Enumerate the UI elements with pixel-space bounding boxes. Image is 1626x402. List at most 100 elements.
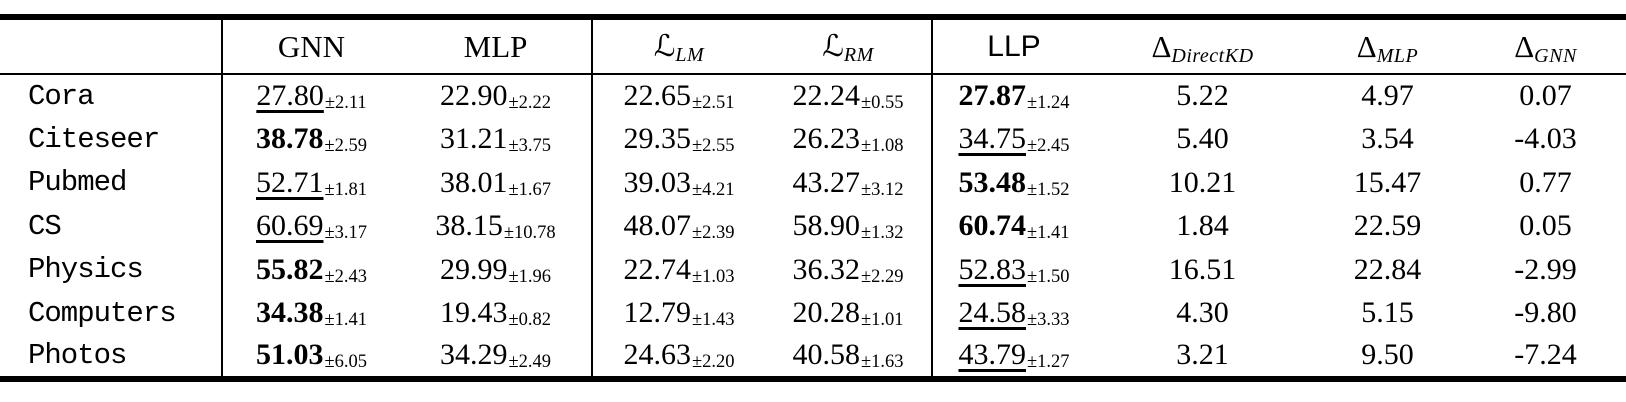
cell-cs-delta-gnn: 0.05 <box>1465 205 1626 249</box>
cell-value: 52.83 <box>958 252 1026 286</box>
cell-photos-delta-directkd: 3.21 <box>1095 335 1310 379</box>
cell-computers-l-lm: 12.79±1.43 <box>592 292 765 336</box>
col-header-main-delta-directkd: Δ <box>1151 28 1172 64</box>
cell-photos-llp: 43.79±1.27 <box>932 335 1095 379</box>
col-header-sub-delta-mlp: MLP <box>1376 44 1419 67</box>
cell-value: -2.99 <box>1514 252 1577 286</box>
cell-value: 5.15 <box>1361 296 1414 330</box>
cell-value: 55.82 <box>255 252 324 286</box>
cell-cs-l-rm: 58.90±1.32 <box>765 204 933 248</box>
cell-cora-mlp: 22.90±2.22 <box>400 74 593 118</box>
table-row-photos: Photos 51.03±6.05 34.29±2.49 24.63±2.20 40.5… <box>0 335 1626 379</box>
cell-value: 51.03 <box>255 338 324 372</box>
cell-stddev: ±10.78 <box>503 223 556 244</box>
cell-value: 3.54 <box>1361 122 1414 156</box>
cell-citeseer-mlp: 31.21±3.75 <box>400 117 593 161</box>
cell-value: 43.27 <box>792 165 860 199</box>
cell-cora-delta-gnn: 0.07 <box>1465 74 1626 118</box>
cell-stddev: ±6.05 <box>324 352 368 373</box>
cell-value: 22.74 <box>623 252 691 286</box>
cell-cs-l-lm: 48.07±2.39 <box>592 205 765 249</box>
cell-stddev: ±2.39 <box>691 223 735 244</box>
cell-stddev: ±2.55 <box>691 136 735 157</box>
cell-value: 60.69 <box>255 209 324 243</box>
cell-stddev: ±1.41 <box>1026 223 1070 244</box>
cell-stddev: ±2.29 <box>860 266 904 287</box>
cell-value: 39.03 <box>623 165 691 199</box>
cell-computers-delta-gnn: -9.80 <box>1465 292 1626 336</box>
col-header-l-lm: ℒLM <box>592 17 765 75</box>
cell-value: -4.03 <box>1514 122 1577 156</box>
row-label-photos: Photos <box>0 335 223 379</box>
cell-citeseer-llp: 34.75±2.45 <box>932 118 1095 162</box>
cell-computers-gnn: 34.38±1.41 <box>222 292 400 336</box>
col-header-llp: LLP <box>932 17 1095 75</box>
cell-value: 24.58 <box>958 296 1026 330</box>
col-header-gnn: GNN <box>222 17 400 75</box>
cell-stddev: ±3.75 <box>508 136 552 157</box>
cell-stddev: ±3.33 <box>1026 310 1070 331</box>
cell-value: 3.21 <box>1176 338 1229 372</box>
col-header-delta-mlp: ΔMLP <box>1310 17 1465 75</box>
cell-value: -9.80 <box>1514 296 1577 330</box>
table-body: Cora 27.80±2.11 22.90±2.22 22.65±2.51 22.24±… <box>0 74 1626 379</box>
cell-stddev: ±1.67 <box>508 179 552 200</box>
cell-stddev: ±1.43 <box>691 310 735 331</box>
cell-stddev: ±2.11 <box>324 93 367 114</box>
cell-value: 34.38 <box>255 296 324 330</box>
cell-value: 20.28 <box>792 296 860 330</box>
cell-value: 22.90 <box>439 79 508 113</box>
cell-value: 40.58 <box>792 338 860 372</box>
cell-cora-llp: 27.87±1.24 <box>932 74 1095 118</box>
cell-computers-llp: 24.58±3.33 <box>932 292 1095 336</box>
cell-citeseer-delta-gnn: -4.03 <box>1465 118 1626 162</box>
cell-value: 22.84 <box>1353 252 1422 286</box>
cell-photos-l-rm: 40.58±1.63 <box>765 335 933 379</box>
cell-value: 27.80 <box>256 79 324 113</box>
cell-stddev: ±0.55 <box>860 93 904 114</box>
cell-cora-l-lm: 22.65±2.51 <box>592 74 765 118</box>
cell-stddev: ±2.22 <box>508 93 552 114</box>
col-header-delta-gnn: ΔGNN <box>1465 17 1626 75</box>
cell-citeseer-l-rm: 26.23±1.08 <box>765 117 933 161</box>
header-row: GNN MLP ℒLM ℒRM LLP ΔDirectKD ΔMLP ΔGNN <box>0 17 1626 75</box>
cell-value: 10.21 <box>1168 165 1237 199</box>
cell-cora-delta-mlp: 4.97 <box>1310 74 1465 118</box>
cell-value: 52.71 <box>255 165 324 199</box>
cell-stddev: ±1.32 <box>860 223 904 244</box>
cell-stddev: ±1.50 <box>1026 266 1070 287</box>
row-label-physics: Physics <box>0 248 223 292</box>
cell-citeseer-gnn: 38.78±2.59 <box>222 118 400 162</box>
cell-stddev: ±1.81 <box>324 179 368 200</box>
cell-value: 12.79 <box>623 296 691 330</box>
cell-stddev: ±1.24 <box>1026 93 1070 114</box>
cell-photos-delta-gnn: -7.24 <box>1465 335 1626 379</box>
table-row-citeseer: Citeseer 38.78±2.59 31.21±3.75 29.35±2.55 26… <box>0 117 1626 162</box>
cell-stddev: ±2.59 <box>324 136 368 157</box>
cell-stddev: ±1.63 <box>860 352 904 373</box>
cell-pubmed-l-rm: 43.27±3.12 <box>765 161 933 205</box>
cell-physics-gnn: 55.82±2.43 <box>222 248 400 292</box>
cell-pubmed-delta-gnn: 0.77 <box>1465 161 1626 205</box>
cell-stddev: ±2.45 <box>1026 136 1070 157</box>
cell-value: 15.47 <box>1353 165 1422 199</box>
cell-stddev: ±2.20 <box>691 352 735 373</box>
row-label-cora: Cora <box>0 74 223 118</box>
cell-value: 9.50 <box>1361 338 1414 372</box>
table-row-physics: Physics 55.82±2.43 29.99±1.96 22.74±1.03 36.… <box>0 248 1626 292</box>
cell-photos-gnn: 51.03±6.05 <box>222 335 400 379</box>
cell-value: 0.05 <box>1519 209 1572 243</box>
cell-pubmed-delta-mlp: 15.47 <box>1310 161 1465 205</box>
table-row-cora: Cora 27.80±2.11 22.90±2.22 22.65±2.51 22.24±… <box>0 74 1626 118</box>
cell-value: 27.87 <box>958 79 1026 113</box>
cell-value: 5.40 <box>1176 122 1229 156</box>
cell-stddev: ±3.12 <box>860 179 904 200</box>
col-header-main-delta-mlp: Δ <box>1356 28 1377 64</box>
col-header-main-mlp: MLP <box>463 28 528 64</box>
cell-cs-delta-directkd: 1.84 <box>1095 205 1310 249</box>
cell-pubmed-l-lm: 39.03±4.21 <box>592 161 765 205</box>
cell-value: 4.97 <box>1361 79 1414 113</box>
cell-stddev: ±2.43 <box>324 266 368 287</box>
cell-value: 60.74 <box>958 209 1026 243</box>
